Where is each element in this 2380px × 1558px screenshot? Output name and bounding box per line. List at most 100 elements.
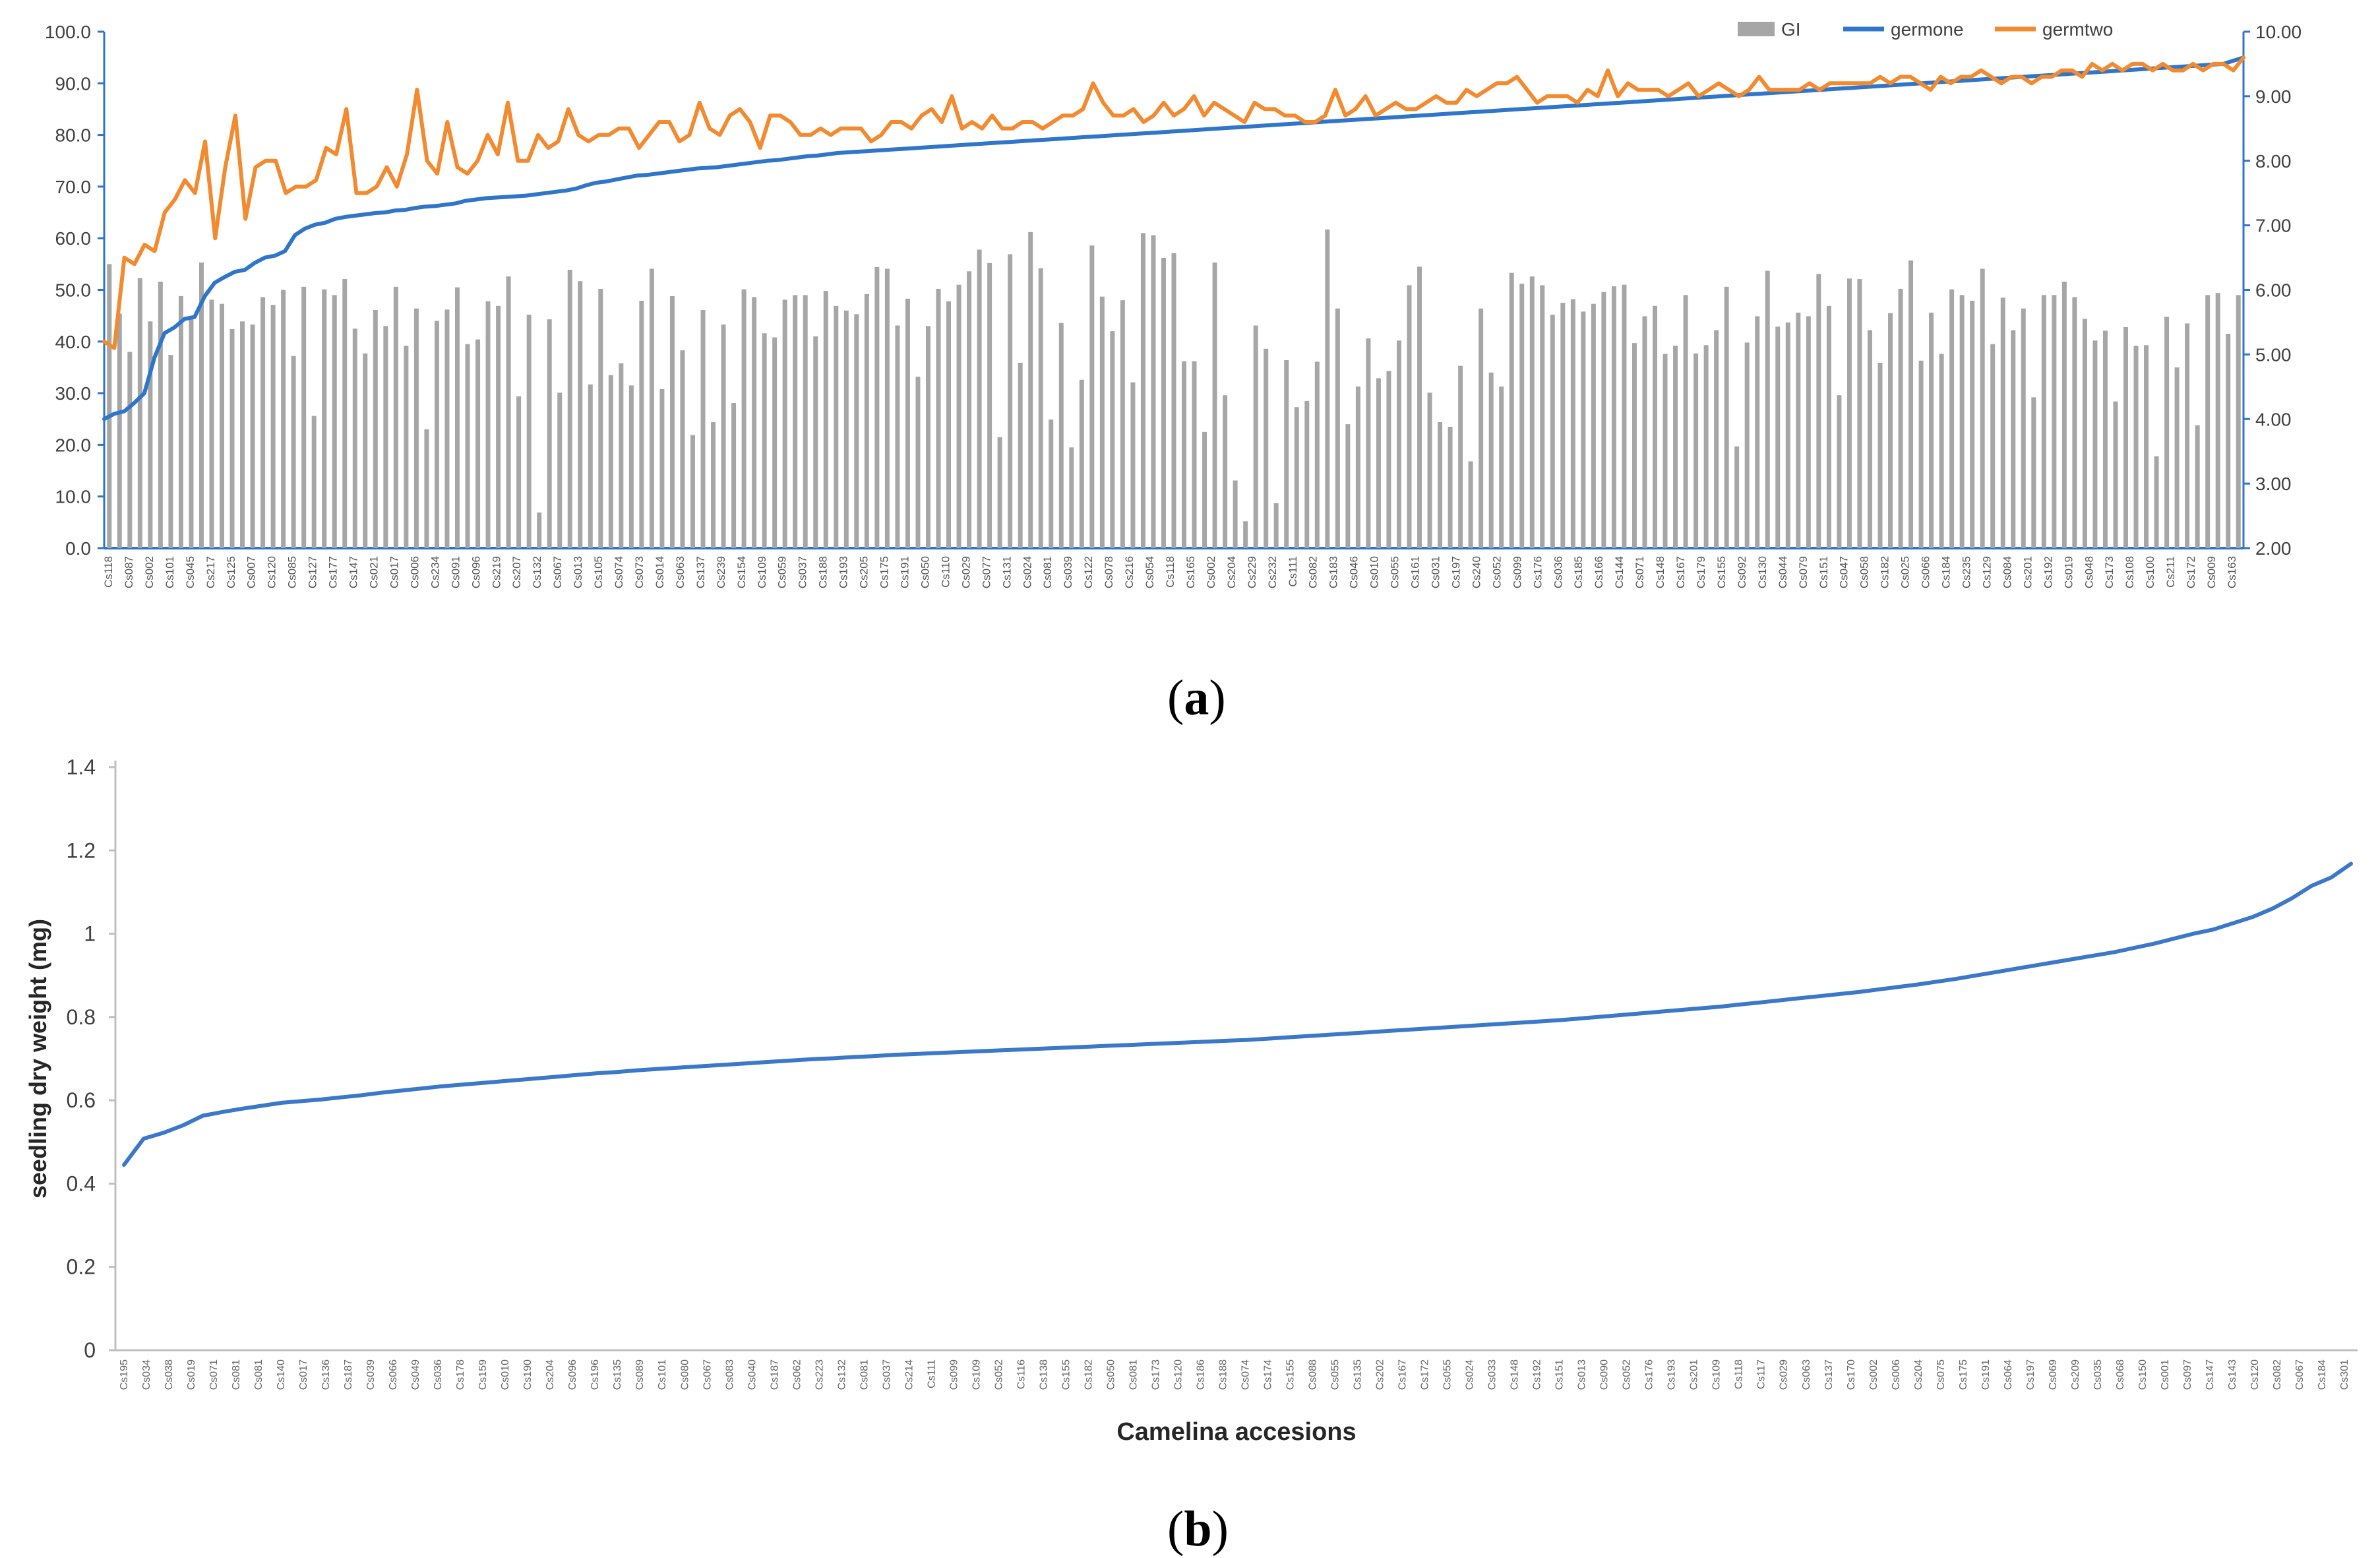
gi-bar — [311, 416, 317, 548]
gi-bar — [1161, 257, 1166, 548]
x-tick-label: Cs177 — [327, 556, 340, 588]
x-tick-label: Cs150 — [2137, 1359, 2149, 1390]
gi-bar — [2144, 345, 2149, 548]
y-tick-label: 0.8 — [67, 1005, 96, 1029]
x-tick-label: Cs013 — [1577, 1359, 1588, 1390]
gi-bar — [793, 295, 798, 548]
gi-bar — [1560, 303, 1566, 548]
gi-bar — [762, 333, 767, 548]
x-tick-label: Cs037 — [881, 1359, 892, 1390]
x-tick-label: Cs184 — [1940, 556, 1953, 588]
gi-bar — [598, 288, 603, 548]
gi-bar — [843, 310, 849, 548]
gi-bar — [1509, 272, 1514, 548]
x-tick-label: Cs037 — [797, 556, 809, 588]
x-tick-label: Cs148 — [1654, 556, 1666, 588]
x-tick-label: Cs081 — [859, 1359, 870, 1390]
gi-bar — [967, 271, 972, 548]
gi-bar — [731, 402, 737, 548]
gi-bar — [1417, 266, 1422, 548]
x-tick-label: Cs167 — [1397, 1359, 1409, 1390]
gi-bar — [1038, 268, 1043, 548]
gi-bar — [1120, 300, 1125, 548]
x-tick-label: Cs184 — [2317, 1359, 2328, 1390]
x-axis-title: Camelina accesions — [1116, 1418, 1356, 1446]
gi-bar — [1846, 278, 1852, 548]
x-tick-label: Cs036 — [433, 1359, 444, 1390]
gi-bar — [1898, 288, 1903, 548]
gi-bar — [1233, 480, 1238, 548]
x-tick-label: Cs007 — [245, 556, 258, 588]
x-tick-label: Cs096 — [567, 1359, 578, 1390]
gi-bar — [1366, 338, 1371, 548]
chart-b: 0 0.2 0.4 0.6 0.8 1 1.2 1.4 seedling dry weight … — [24, 755, 2358, 1446]
gi-bar — [752, 297, 757, 548]
gi-bar — [772, 337, 778, 548]
y-left-tick-label: 70.0 — [55, 177, 92, 197]
gi-bar — [2072, 297, 2077, 548]
x-tick-label: Cs188 — [1217, 1359, 1229, 1390]
gi-bar — [987, 263, 992, 548]
gi-bar — [2236, 295, 2241, 548]
gi-bar — [1734, 446, 1740, 548]
legend-label-germtwo: germtwo — [2042, 19, 2113, 40]
x-tick-label: Cs185 — [1572, 556, 1585, 588]
gi-bar — [332, 295, 337, 548]
gi-bar — [2041, 295, 2046, 548]
x-tick-label: Cs105 — [592, 556, 605, 588]
gi-bar — [649, 268, 654, 548]
x-tick-label: Cs111 — [1287, 556, 1299, 587]
x-tick-label: Cs082 — [2272, 1359, 2283, 1390]
x-tick-label: Cs197 — [2025, 1359, 2036, 1390]
y-tick-label: 0.6 — [67, 1088, 96, 1112]
gi-bar — [1223, 395, 1228, 548]
x-tick-label: Cs137 — [1823, 1359, 1835, 1390]
gi-bar — [1110, 331, 1115, 548]
seedling-weight-line — [122, 861, 2353, 1167]
gi-bar — [639, 300, 644, 548]
gi-bar — [1099, 296, 1105, 548]
gi-bar — [1243, 521, 1248, 548]
gi-bar — [1264, 348, 1269, 548]
x-tick-label: Cs017 — [388, 556, 400, 588]
germone-line — [102, 55, 2245, 421]
x-tick-label: Cs001 — [2160, 1359, 2171, 1390]
x-tick-label: Cs118 — [1164, 556, 1176, 588]
gi-bar — [1345, 424, 1351, 548]
gi-bar — [895, 325, 900, 548]
y-tick-label: 1 — [84, 922, 96, 946]
x-tick-label: Cs062 — [791, 1359, 803, 1390]
legend-label-germone: germone — [1891, 19, 1964, 40]
gi-bar — [956, 284, 961, 548]
x-tick-label: Cs117 — [1756, 1359, 1767, 1389]
gi-bar — [925, 326, 931, 548]
x-tick-label: Cs066 — [388, 1359, 399, 1390]
gi-bar — [363, 353, 368, 548]
x-tick-label: Cs209 — [2070, 1359, 2081, 1390]
panel-label-b: (b) — [1167, 1501, 1229, 1557]
gi-bar — [1448, 426, 1453, 548]
gi-bar — [1837, 395, 1842, 548]
x-tick-label: Cs029 — [960, 556, 972, 588]
x-tick-label: Cs045 — [184, 556, 197, 588]
gi-bar — [2011, 330, 2016, 548]
gi-bar — [1284, 359, 1289, 548]
gi-bar — [1488, 372, 1494, 548]
gi-bar — [977, 249, 982, 548]
x-tick-label: Cs099 — [948, 1359, 960, 1390]
gi-bar — [1765, 270, 1770, 548]
gi-bar — [1438, 421, 1443, 548]
x-tick-label: Cs136 — [320, 1359, 332, 1390]
x-tick-label: Cs144 — [1613, 556, 1626, 588]
x-tick-label: Cs063 — [674, 556, 687, 588]
gi-bar — [260, 297, 266, 548]
gi-bar — [1591, 303, 1596, 548]
chart-a: 0.0 10.0 20.0 30.0 40.0 50.0 60.0 70.0 80.0 90.0 1… — [45, 19, 2302, 588]
x-tick-label: Cs049 — [410, 1359, 421, 1390]
x-tick-label: Cs167 — [1674, 556, 1687, 588]
gi-bar — [1785, 322, 1790, 548]
x-tick-label: Cs239 — [715, 556, 727, 588]
gi-bar — [1806, 316, 1811, 548]
gi-bar — [1550, 315, 1555, 548]
gi-bar — [608, 375, 613, 548]
